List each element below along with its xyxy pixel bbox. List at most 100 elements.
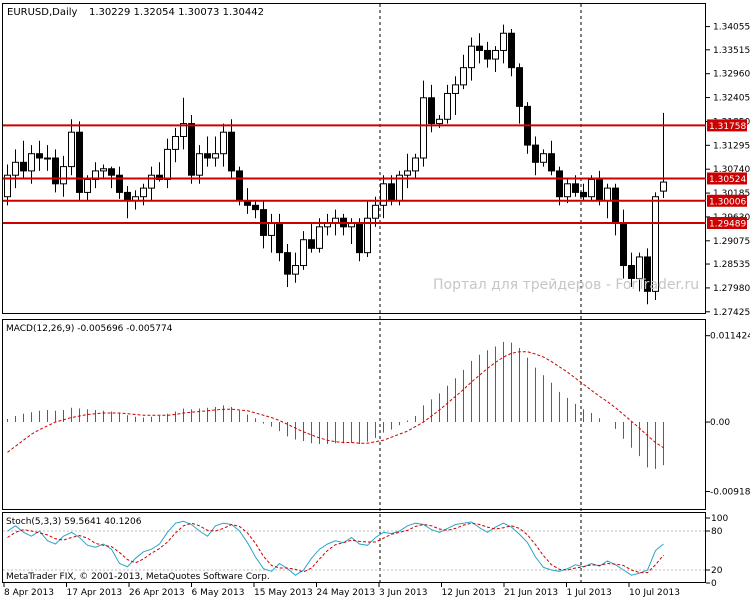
- candle: [52, 149, 59, 193]
- level-price-label: 1.30006: [709, 197, 746, 207]
- bear-candle-body: [572, 183, 579, 193]
- bull-candle-body: [660, 181, 667, 192]
- price-tick-label: 1.32405: [713, 94, 750, 104]
- bull-candle-body: [92, 170, 99, 181]
- macd-tick-label: 0.00: [710, 418, 730, 428]
- horizontal-levels: 1.31758 1.30524 1.30006 1.29489: [3, 119, 747, 229]
- date-tick-label: 6 May 2013: [192, 588, 245, 598]
- candle: [20, 140, 27, 180]
- bull-candle-body: [140, 187, 147, 198]
- candle: [548, 140, 555, 176]
- bull-candle-body: [604, 187, 611, 202]
- candle: [588, 175, 595, 202]
- bear-candle-body: [620, 222, 627, 267]
- date-tick-label: 12 Jun 2013: [442, 588, 496, 598]
- bull-candle-body: [444, 92, 451, 120]
- bear-candle-body: [428, 97, 435, 125]
- bull-candle-body: [540, 153, 547, 163]
- bull-candle-body: [588, 179, 595, 198]
- level-price-label: 1.29489: [709, 219, 746, 229]
- bull-candle-body: [212, 153, 219, 159]
- bull-candle-body: [404, 170, 411, 176]
- candle: [260, 201, 267, 249]
- macd-indicator: 0.011424 0.00 -0.009187: [7, 332, 750, 498]
- bull-candle-body: [28, 153, 35, 172]
- price-tick-label: 1.28535: [713, 260, 750, 270]
- candle: [172, 127, 179, 163]
- date-tick-label: 15 May 2013: [254, 588, 313, 598]
- bear-candle-body: [556, 170, 563, 198]
- bear-candle-body: [508, 32, 515, 69]
- candle: [556, 166, 563, 206]
- period-separators: [379, 4, 582, 582]
- bull-candle-body: [564, 183, 571, 198]
- candle: [564, 179, 571, 204]
- date-axis: 8 Apr 2013 17 Apr 2013 26 Apr 2013 6 May 20…: [3, 583, 680, 598]
- candle: [12, 149, 19, 189]
- bull-candle-body: [412, 157, 419, 172]
- date-tick-label: 26 Apr 2013: [129, 588, 185, 598]
- candle: [236, 166, 243, 206]
- bull-candle-body: [84, 179, 91, 193]
- candle: [340, 213, 347, 236]
- bull-candle-body: [460, 67, 467, 86]
- bear-candle-body: [356, 222, 363, 254]
- candle: [108, 166, 115, 189]
- bull-candle-body: [4, 174, 11, 198]
- stoch-d-line: [7, 522, 664, 574]
- candle: [92, 162, 99, 189]
- price-tick-label: 1.32960: [713, 70, 750, 80]
- price-tick-label: 1.27425: [713, 308, 750, 318]
- candle: [652, 192, 659, 300]
- candle: [380, 175, 387, 219]
- bear-candle-body: [52, 157, 59, 185]
- bull-candle-body: [652, 196, 659, 292]
- bull-candle-body: [492, 49, 499, 60]
- candle: [612, 183, 619, 236]
- candle: [84, 175, 91, 202]
- bull-candle-body: [100, 168, 107, 172]
- candle: [492, 46, 499, 72]
- price-tick-label: 1.30740: [713, 165, 750, 175]
- bull-candle-body: [300, 239, 307, 267]
- stoch-title: Stoch(5,3,3) 59.5641 40.1206: [6, 517, 142, 527]
- bull-candle-body: [468, 45, 475, 69]
- candle: [276, 213, 283, 262]
- candle: [444, 84, 451, 124]
- price-tick-label: 1.30185: [713, 189, 750, 199]
- candle: [44, 145, 51, 171]
- bear-candle-body: [388, 183, 395, 202]
- candle: [292, 252, 299, 283]
- price-tick-label: 1.31295: [713, 141, 750, 151]
- candle: [308, 222, 315, 253]
- candle: [148, 166, 155, 202]
- bear-candle-body: [236, 170, 243, 202]
- bull-candle-body: [164, 148, 171, 181]
- bull-candle-body: [44, 157, 51, 160]
- bull-candle-body: [196, 153, 203, 176]
- bear-candle-body: [308, 239, 315, 249]
- macd-tick-label: -0.009187: [710, 488, 750, 498]
- candle: [196, 145, 203, 184]
- macd-panel-frame: [2, 319, 706, 510]
- bear-candle-body: [276, 222, 283, 254]
- candle: [524, 102, 531, 154]
- price-tick-label: 1.29075: [713, 237, 750, 247]
- date-tick-label: 24 May 2013: [317, 588, 376, 598]
- candle: [36, 140, 43, 171]
- candle: [508, 28, 515, 77]
- stoch-k-line: [7, 520, 664, 576]
- candle: [532, 136, 539, 176]
- bull-candle-body: [220, 131, 227, 155]
- candle: [580, 183, 587, 202]
- candle: [28, 145, 35, 184]
- bear-candle-body: [548, 153, 555, 172]
- bear-candle-body: [516, 67, 523, 107]
- bear-candle-body: [476, 45, 483, 51]
- bull-candle-body: [636, 256, 643, 279]
- ohlc-readout: 1.30229 1.32054 1.30073 1.30442: [89, 7, 264, 18]
- date-tick-label: 10 Jul 2013: [629, 588, 680, 598]
- bear-candle-body: [628, 265, 635, 279]
- macd-title: MACD(12,26,9) -0.005696 -0.005774: [6, 324, 173, 334]
